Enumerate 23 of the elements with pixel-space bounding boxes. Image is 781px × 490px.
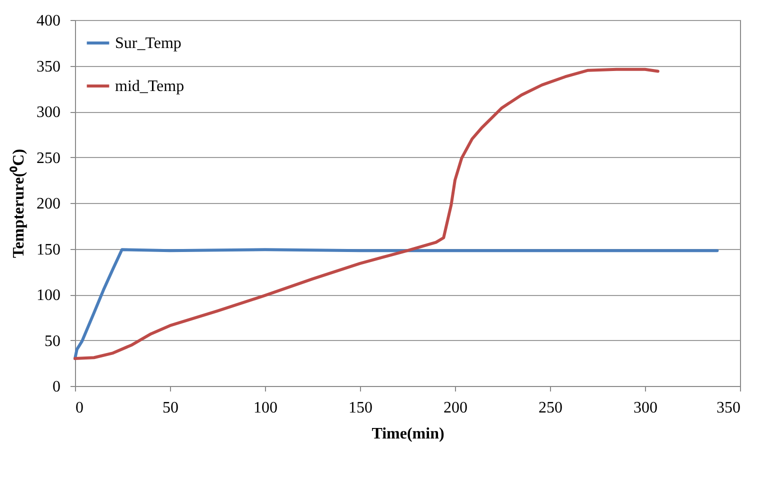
y-tick-label: 200 (36, 196, 60, 212)
x-tick-label: 50 (162, 400, 178, 416)
x-tick-label: 150 (348, 400, 372, 416)
y-tick-label: 250 (36, 150, 60, 167)
y-tick-label: 400 (36, 12, 60, 30)
x-tick-label: 0 (76, 400, 84, 416)
legend-label: Sur_Temp (115, 35, 182, 52)
x-tick-label: 300 (634, 400, 658, 416)
y-tick-label: 150 (36, 241, 60, 258)
x-tick-label: 350 (716, 400, 740, 416)
y-axis-title: Tempterure(⁰C) (10, 148, 28, 258)
line-series (74, 248, 719, 360)
y-tick-label: 0 (52, 378, 60, 396)
x-tick-label: 200 (444, 400, 468, 416)
y-tick-label: 100 (36, 287, 60, 304)
y-tick-label: 350 (36, 58, 60, 76)
legend-label: mid_Temp (115, 78, 184, 95)
y-tick-label: 300 (36, 104, 60, 121)
x-axis-title: Time(min) (372, 426, 444, 442)
x-tick-label: 100 (254, 400, 278, 416)
y-tick-label: 50 (44, 332, 60, 350)
x-tick-label: 250 (538, 400, 562, 416)
line-series (74, 68, 660, 360)
